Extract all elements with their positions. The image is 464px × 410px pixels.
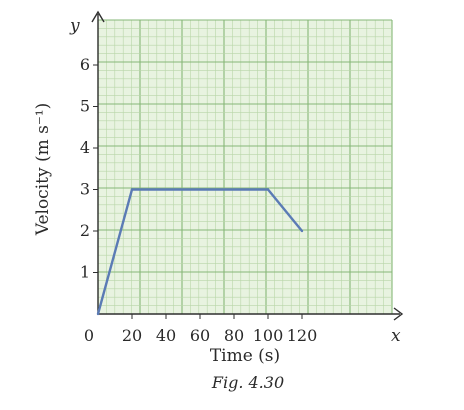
y-axis-letter: y xyxy=(69,16,80,36)
y-tick-label: 1 xyxy=(80,263,90,282)
x-tick-label: 0 xyxy=(84,326,94,345)
y-tick-label: 3 xyxy=(80,180,90,199)
data-point xyxy=(300,229,304,233)
x-tick-label: 40 xyxy=(156,326,176,345)
y-tick-label: 6 xyxy=(80,55,90,74)
velocity-series-line xyxy=(96,188,303,315)
y-axis-arrow xyxy=(91,10,105,23)
grid-background xyxy=(98,20,392,314)
x-tick-label: 20 xyxy=(122,326,142,345)
x-axis-label: Time (s) xyxy=(210,346,280,366)
x-tick-label: 60 xyxy=(190,326,210,345)
figure-caption: Fig. 4.30 xyxy=(211,373,284,392)
graph-paper-grid xyxy=(97,19,393,315)
y-tick-label: 5 xyxy=(80,97,90,116)
y-axis-label: Velocity (m s⁻¹) xyxy=(33,103,53,237)
x-axis-letter: x xyxy=(391,326,401,346)
tick-labels: 0 20 40 60 80 100 120 1 2 3 4 5 6 xyxy=(80,55,317,345)
x-tick-label: 120 xyxy=(287,326,318,345)
data-point xyxy=(266,188,270,191)
x-tick-label: 80 xyxy=(224,326,244,345)
x-axis-arrow xyxy=(393,307,404,321)
y-tick-label: 4 xyxy=(80,138,90,157)
x-tick-label: 100 xyxy=(253,326,284,345)
data-series xyxy=(96,188,304,316)
data-point xyxy=(130,188,134,191)
y-tick-label: 2 xyxy=(80,221,90,240)
data-point xyxy=(96,312,100,316)
axes xyxy=(91,10,404,321)
